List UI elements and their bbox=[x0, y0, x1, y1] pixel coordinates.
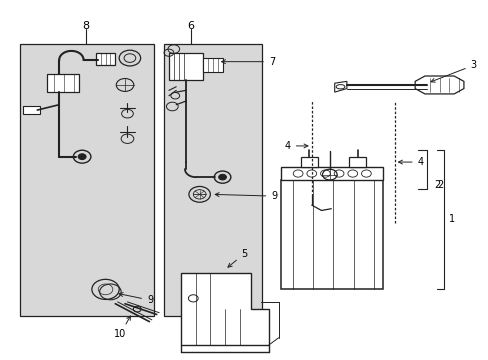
Text: 2: 2 bbox=[433, 180, 439, 190]
Polygon shape bbox=[22, 107, 40, 114]
Polygon shape bbox=[348, 157, 366, 167]
Polygon shape bbox=[163, 44, 261, 316]
Polygon shape bbox=[334, 81, 346, 92]
Text: 7: 7 bbox=[221, 57, 275, 67]
Text: 4: 4 bbox=[398, 157, 423, 167]
Text: 8: 8 bbox=[82, 21, 89, 31]
Circle shape bbox=[78, 154, 86, 159]
Text: 3: 3 bbox=[430, 60, 476, 82]
Polygon shape bbox=[203, 58, 222, 72]
Polygon shape bbox=[47, 74, 79, 92]
Polygon shape bbox=[281, 167, 383, 180]
Text: 1: 1 bbox=[448, 215, 454, 224]
Text: 2: 2 bbox=[436, 180, 443, 190]
Text: 5: 5 bbox=[227, 248, 247, 267]
Polygon shape bbox=[168, 53, 203, 80]
Text: 4: 4 bbox=[284, 141, 307, 151]
Polygon shape bbox=[181, 273, 268, 345]
Text: 10: 10 bbox=[114, 316, 130, 339]
Text: 9: 9 bbox=[215, 191, 277, 201]
Polygon shape bbox=[96, 53, 115, 65]
Polygon shape bbox=[414, 76, 463, 94]
Polygon shape bbox=[281, 180, 383, 289]
Text: 9: 9 bbox=[119, 293, 153, 305]
Circle shape bbox=[218, 174, 226, 180]
Text: 6: 6 bbox=[187, 21, 194, 31]
Polygon shape bbox=[20, 44, 154, 316]
Polygon shape bbox=[300, 157, 317, 167]
